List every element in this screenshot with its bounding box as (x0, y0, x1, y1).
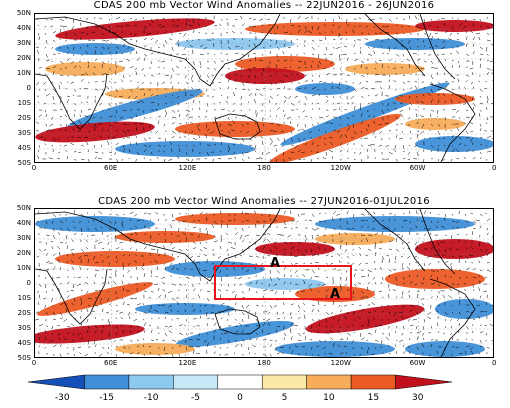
highlight-region-box (214, 265, 352, 300)
lon-tick-label: 0 (491, 359, 497, 367)
lat-tick-label: 20N (16, 54, 31, 62)
anomaly-label: A (330, 287, 341, 302)
colorbar-tick-label: 30 (412, 393, 424, 403)
lat-tick-label: 20N (16, 249, 31, 257)
colorbar-tick-label: -30 (54, 393, 70, 403)
colorbar-tick-label: 10 (323, 393, 335, 403)
colorbar-tick-label: 5 (281, 393, 288, 403)
lat-tick-label: 20S (17, 114, 31, 122)
map-svg (35, 14, 493, 162)
lat-tick-label: 30N (16, 39, 31, 47)
lat-tick-label: 40S (17, 339, 31, 347)
map-svg (35, 209, 493, 357)
lat-tick-label: 10S (17, 99, 31, 107)
lat-tick-label: 30S (17, 324, 31, 332)
lon-tick-label: 0 (31, 359, 37, 367)
colorbar-tick-label: -10 (143, 393, 159, 403)
lat-tick-label: 30S (17, 129, 31, 137)
lon-tick-label: 120W (330, 359, 351, 367)
colorbar-swatch (84, 374, 130, 390)
panel-title: CDAS 200 mb Vector Wind Anomalies -- 22J… (93, 0, 435, 11)
lat-tick-label: 40S (17, 144, 31, 152)
lon-tick-label: 60E (104, 164, 118, 172)
colorbar-swatch (173, 374, 219, 390)
colorbar-tick-label: 15 (367, 393, 380, 403)
panel-bottom: CDAS 200 mb Vector Wind Anomalies -- 27J… (16, 196, 497, 367)
lon-tick-label: 0 (491, 164, 497, 172)
lat-tick-label: 10N (16, 264, 31, 272)
panel-title: CDAS 200 mb Vector Wind Anomalies -- 27J… (98, 196, 430, 207)
colorbar (27, 374, 453, 390)
wind-anomaly-map (34, 13, 494, 163)
panel-top: CDAS 200 mb Vector Wind Anomalies -- 22J… (0, 0, 510, 200)
colorbar-tick-label: 0 (237, 393, 243, 403)
lat-tick-label: 40N (16, 24, 31, 32)
lon-tick-label: 180 (257, 164, 271, 172)
colorbar-swatch (128, 374, 174, 390)
colorbar-swatch (27, 374, 85, 390)
wind-anomaly-map (34, 208, 494, 358)
anomaly-label: A (270, 256, 281, 271)
lon-tick-label: 60W (409, 359, 426, 367)
colorbar-swatch (306, 374, 352, 390)
lon-tick-label: 0 (31, 164, 37, 172)
lat-tick-label: 10N (16, 69, 31, 77)
colorbar-tick-label: -5 (191, 393, 201, 403)
lon-tick-label: 60E (104, 359, 118, 367)
lat-tick-label: 50S (17, 354, 31, 362)
lon-tick-label: 60W (409, 164, 426, 172)
lon-tick-label: 120E (178, 359, 197, 367)
colorbar-swatch (217, 374, 263, 390)
colorbar-swatch (261, 374, 307, 390)
colorbar-swatch (395, 374, 453, 390)
lat-tick-label: 50S (17, 159, 31, 167)
lat-tick-label: 0 (26, 84, 31, 92)
lat-tick-label: 30N (16, 234, 31, 242)
lat-tick-label: 10S (17, 294, 31, 302)
lat-tick-label: 20S (17, 309, 31, 317)
colorbar-swatch (350, 374, 396, 390)
lat-tick-label: 0 (26, 279, 31, 287)
lon-tick-label: 120E (178, 164, 197, 172)
lon-tick-label: 180 (257, 359, 271, 367)
lat-tick-label: 40N (16, 219, 31, 227)
colorbar-tick-label: -15 (99, 393, 115, 403)
lon-tick-label: 120W (330, 164, 351, 172)
lat-tick-label: 50N (16, 204, 31, 212)
lat-tick-label: 50N (16, 9, 31, 17)
